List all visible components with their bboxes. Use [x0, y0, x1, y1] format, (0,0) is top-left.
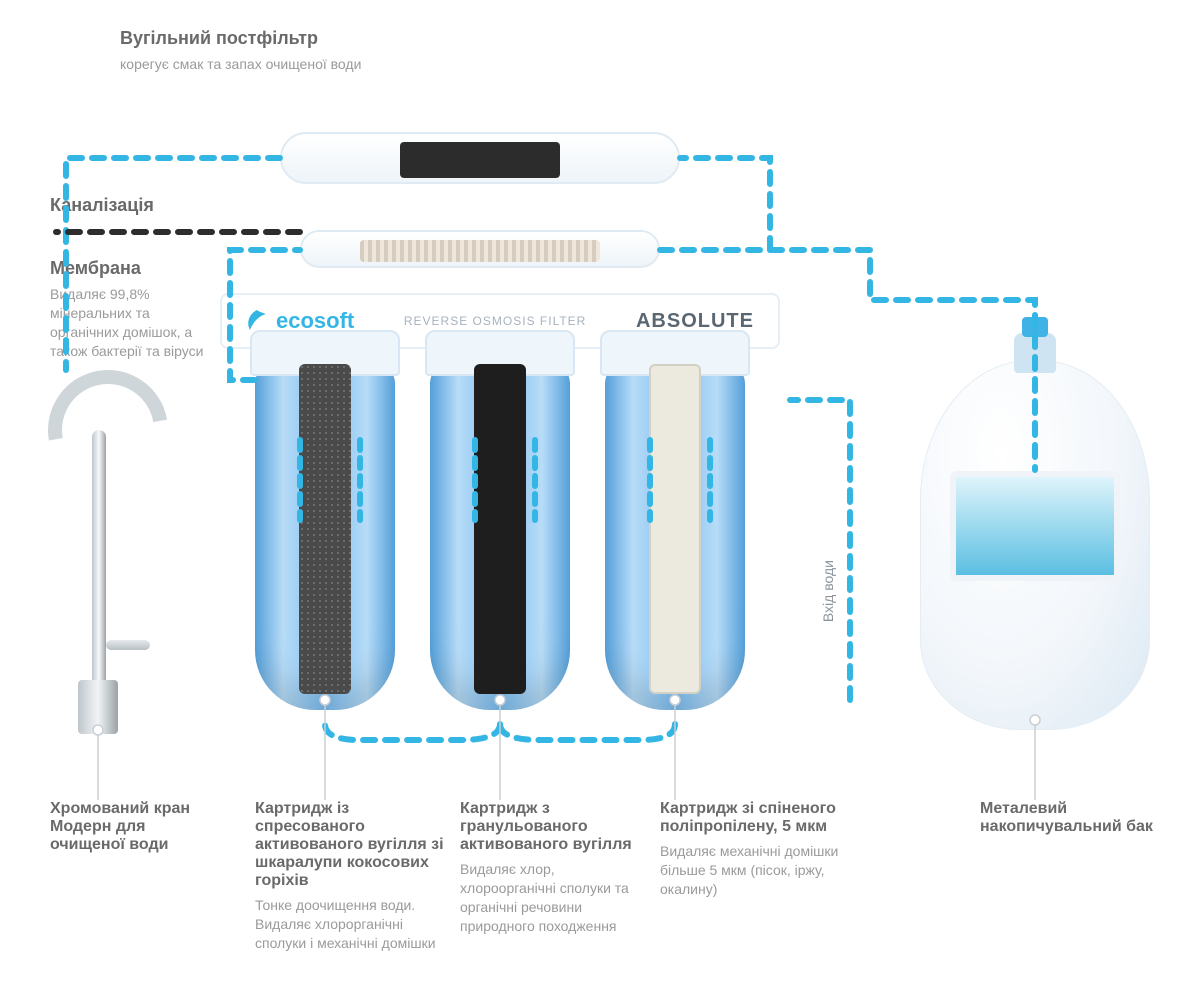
label-cart3-title: Картридж зі спіненого поліпропілену, 5 м…: [660, 800, 850, 836]
label-drain: Каналізація: [50, 195, 250, 222]
leaf-icon: [246, 310, 268, 332]
label-cart2: Картридж з гранульованого активованого в…: [460, 800, 650, 936]
storage-tank: [920, 360, 1150, 730]
label-membrane-title: Мембрана: [50, 258, 220, 279]
label-membrane: Мембрана Видаляє 99,8% мінеральних та ор…: [50, 258, 220, 361]
inlet-label: Вхід води: [820, 560, 836, 622]
label-postfilter-title: Вугільний постфільтр: [120, 28, 440, 49]
housing-3: [605, 360, 745, 710]
label-drain-title: Каналізація: [50, 195, 250, 216]
label-postfilter: Вугільний постфільтр корегує смак та зап…: [120, 28, 440, 74]
label-cart3-desc: Видаляє механічні домішки більше 5 мкм (…: [660, 842, 850, 899]
label-postfilter-desc: корегує смак та запах очищеної води: [120, 55, 440, 74]
label-tank-title: Металевий накопичувальний бак: [980, 800, 1170, 836]
brand-subtitle: REVERSE OSMOSIS FILTER: [404, 314, 586, 328]
label-cart1-title: Картридж із спресованого активованого ву…: [255, 800, 445, 890]
label-cart2-desc: Видаляє хлор, хлороорганічні сполуки та …: [460, 860, 650, 936]
tank-window: [950, 471, 1120, 581]
label-cart2-title: Картридж з гранульованого активованого в…: [460, 800, 650, 854]
cartridge-pp-foam: [649, 364, 701, 694]
postfilter-core: [400, 142, 560, 178]
tank-cap: [1022, 317, 1048, 337]
housing-1: [255, 360, 395, 710]
label-cart1-desc: Тонке доочищення води. Видаляє хлорорган…: [255, 896, 445, 953]
membrane-core: [360, 240, 600, 262]
housing-2: [430, 360, 570, 710]
faucet-handle: [106, 640, 150, 650]
cartridge-pressed-carbon: [299, 364, 351, 694]
faucet-base: [78, 680, 118, 734]
membrane-cylinder: [300, 230, 660, 268]
faucet-stem: [92, 430, 106, 686]
label-membrane-desc: Видаляє 99,8% мінеральних та органічних …: [50, 285, 220, 361]
tank-neck: [1014, 333, 1056, 373]
label-tank: Металевий накопичувальний бак: [980, 800, 1170, 842]
label-faucet-title: Хромований кран Модерн для очищеної води: [50, 800, 220, 854]
cartridge-granular-carbon: [474, 364, 526, 694]
label-cart1: Картридж із спресованого активованого ву…: [255, 800, 445, 953]
faucet-arc: [24, 346, 191, 513]
postfilter-cylinder: [280, 132, 680, 184]
label-cart3: Картридж зі спіненого поліпропілену, 5 м…: [660, 800, 850, 899]
label-faucet: Хромований кран Модерн для очищеної води: [50, 800, 220, 860]
